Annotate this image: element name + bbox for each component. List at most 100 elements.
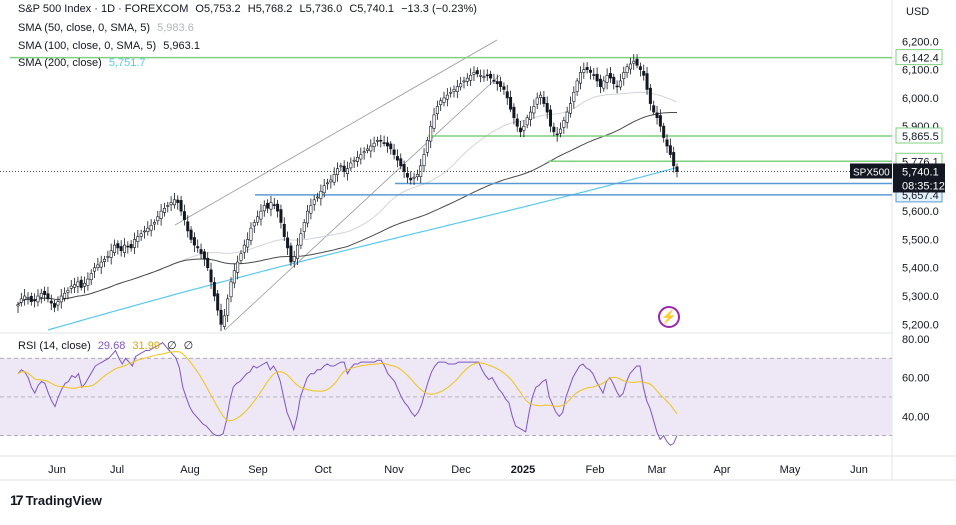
candle-body bbox=[252, 222, 256, 227]
candle-body bbox=[242, 244, 246, 253]
candle-body bbox=[652, 105, 656, 113]
change-value: −13.3 (−0.23%) bbox=[401, 3, 477, 15]
candle-body bbox=[83, 283, 87, 287]
candle-body bbox=[628, 63, 632, 70]
candle-body bbox=[632, 60, 636, 64]
candle-body bbox=[172, 199, 176, 206]
candle-body bbox=[622, 72, 626, 79]
candle-body bbox=[236, 261, 240, 273]
level-label: 6,200.0 bbox=[902, 36, 939, 48]
candle-body bbox=[136, 236, 140, 242]
candle-body bbox=[545, 103, 549, 113]
candle-body bbox=[26, 297, 30, 299]
level-label: 5,865.5 bbox=[902, 131, 939, 143]
candle-body bbox=[389, 143, 393, 150]
candle-body bbox=[572, 91, 576, 102]
candle-body bbox=[222, 315, 226, 327]
candle-body bbox=[555, 133, 559, 136]
candle-body bbox=[192, 237, 196, 246]
candle-body bbox=[256, 216, 260, 223]
candle-body bbox=[56, 301, 60, 306]
candle-body bbox=[618, 80, 622, 88]
open-value: O5,753.2 bbox=[195, 3, 241, 15]
candle-body bbox=[19, 298, 23, 303]
candle-body bbox=[249, 227, 253, 241]
candle-body bbox=[146, 227, 150, 232]
candle-body bbox=[332, 174, 336, 183]
candle-body bbox=[63, 292, 67, 299]
candle-body bbox=[166, 205, 170, 207]
candle-body bbox=[578, 72, 582, 84]
sma200-value: 5,751.7 bbox=[108, 57, 146, 69]
sma100-label: SMA (100, close, 0, SMA, 5) bbox=[18, 40, 157, 52]
candle-body bbox=[535, 97, 539, 105]
candle-body bbox=[469, 74, 473, 81]
candle-body bbox=[39, 292, 43, 298]
candle-body bbox=[405, 173, 409, 178]
candle-body bbox=[365, 148, 369, 151]
candle-body bbox=[69, 285, 73, 289]
candle-body bbox=[272, 204, 276, 206]
candle-body bbox=[435, 106, 439, 114]
high-value: H5,768.2 bbox=[247, 3, 293, 15]
time-tick-label: 2025 bbox=[511, 464, 535, 476]
candle-body bbox=[625, 66, 629, 73]
candle-body bbox=[89, 273, 93, 281]
candle-body bbox=[312, 199, 316, 205]
sma50-value: 5,983.6 bbox=[157, 22, 194, 34]
candle-body bbox=[156, 216, 160, 222]
candle-body bbox=[319, 191, 323, 199]
sma200-label: SMA (200, close) bbox=[18, 57, 102, 69]
candle-body bbox=[605, 74, 609, 83]
candle-body bbox=[212, 282, 216, 297]
candle-body bbox=[355, 157, 359, 162]
price-tick-label: 5,600.0 bbox=[902, 206, 939, 218]
candle-body bbox=[382, 142, 386, 144]
symbol-title[interactable]: S&P 500 Index · 1D · FOREXCOM bbox=[18, 3, 189, 15]
symbol-tag-text: SPX500 bbox=[853, 167, 890, 178]
tradingview-logo: 17 TradingView bbox=[10, 492, 102, 508]
candle-body bbox=[615, 85, 619, 88]
sma50-label: SMA (50, close, 0, SMA, 5) bbox=[18, 22, 151, 34]
candle-body bbox=[113, 244, 117, 253]
rsi-extra-2: ∅ bbox=[183, 340, 194, 352]
candle-body bbox=[33, 299, 37, 302]
candle-body bbox=[352, 159, 356, 162]
sma50-legend[interactable]: SMA (50, close, 0, SMA, 5) 5,983.6 bbox=[18, 21, 198, 35]
rsi-extra-1: ∅ bbox=[167, 340, 177, 352]
resistance-price-tag bbox=[895, 49, 943, 66]
candle-body bbox=[395, 156, 399, 161]
candle-body bbox=[425, 140, 429, 153]
candle-body bbox=[209, 269, 213, 283]
candle-body bbox=[276, 203, 280, 212]
channel-lower-line bbox=[224, 74, 501, 331]
rsi-legend[interactable]: RSI (14, close) 29.68 31.99 ∅ ∅ bbox=[18, 339, 197, 353]
candle-body bbox=[502, 86, 506, 90]
candle-body bbox=[575, 80, 579, 92]
sma200-legend[interactable]: SMA (200, close) 5,751.7 bbox=[18, 56, 150, 70]
price-tick-label: 6,000.0 bbox=[902, 93, 939, 105]
candle-body bbox=[402, 164, 406, 172]
lightning-icon[interactable]: ⚡ bbox=[658, 306, 680, 328]
time-tick-label: Mar bbox=[648, 464, 667, 476]
sma100-legend[interactable]: SMA (100, close, 0, SMA, 5) 5,963.1 bbox=[18, 39, 204, 53]
candle-body bbox=[76, 281, 80, 287]
candle-body bbox=[552, 126, 556, 133]
close-value: C5,740.1 bbox=[349, 3, 395, 15]
candle-body bbox=[549, 109, 553, 127]
currency-label: USD bbox=[906, 6, 929, 18]
price-tick-label: 5,300.0 bbox=[902, 291, 939, 303]
candle-body bbox=[53, 303, 57, 308]
candle-body bbox=[585, 67, 589, 70]
candle-body bbox=[59, 295, 63, 303]
time-tick-label: Dec bbox=[451, 464, 471, 476]
candle-body bbox=[316, 196, 320, 199]
candle-body bbox=[392, 149, 396, 155]
candle-body bbox=[492, 79, 496, 82]
low-value: L5,736.0 bbox=[299, 3, 343, 15]
candle-body bbox=[472, 72, 476, 75]
candle-body bbox=[385, 142, 389, 147]
candle-body bbox=[292, 256, 296, 262]
candle-body bbox=[169, 202, 173, 206]
